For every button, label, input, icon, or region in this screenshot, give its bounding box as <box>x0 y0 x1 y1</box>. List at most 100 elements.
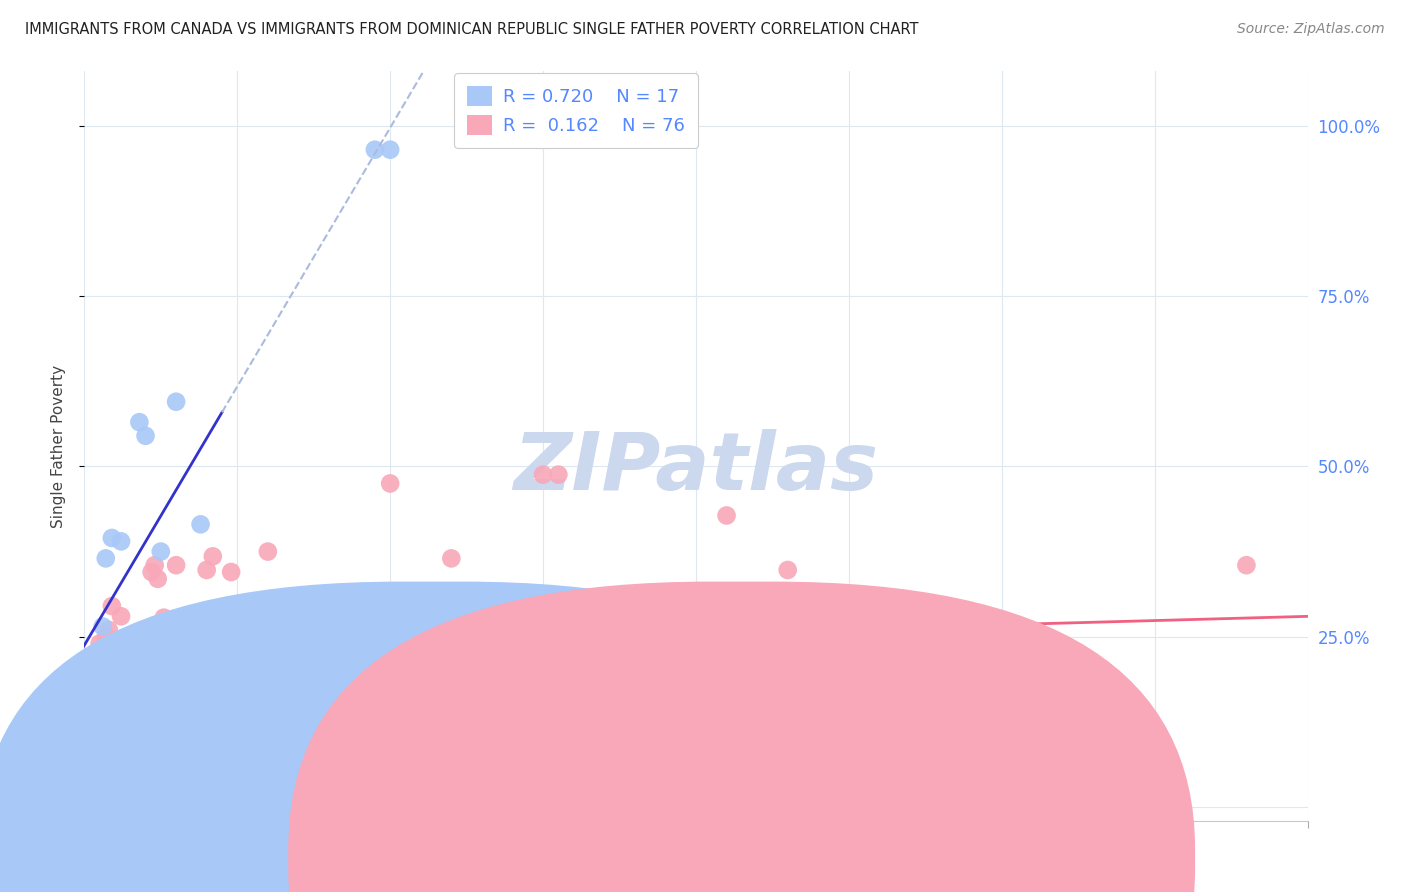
Point <box>242 633 264 648</box>
Point <box>138 654 160 668</box>
Text: 0.0%: 0.0% <box>84 874 127 892</box>
Point <box>1083 720 1105 734</box>
Point <box>135 699 157 714</box>
Point <box>685 654 707 668</box>
Point <box>153 610 176 624</box>
Point <box>219 565 242 579</box>
Point <box>440 551 463 566</box>
Point <box>143 558 166 573</box>
Text: ZIPatlas: ZIPatlas <box>513 429 879 508</box>
Point <box>128 677 150 691</box>
Point <box>380 143 402 157</box>
Point <box>226 706 249 720</box>
Point <box>257 544 280 558</box>
Point <box>110 609 132 624</box>
Point <box>120 681 142 695</box>
Point <box>165 394 187 409</box>
Point <box>107 694 129 708</box>
Point <box>149 619 172 633</box>
Point <box>110 534 132 549</box>
Point <box>89 667 111 681</box>
Point <box>122 691 145 706</box>
Point <box>929 747 952 761</box>
Point <box>135 429 157 443</box>
Point <box>172 688 194 702</box>
Point <box>716 508 738 523</box>
Text: IMMIGRANTS FROM CANADA VS IMMIGRANTS FROM DOMINICAN REPUBLIC SINGLE FATHER POVER: IMMIGRANTS FROM CANADA VS IMMIGRANTS FRO… <box>25 22 918 37</box>
Point <box>190 619 212 633</box>
Point <box>898 747 921 761</box>
Point <box>156 699 179 714</box>
Point <box>180 720 202 734</box>
Point <box>94 551 117 566</box>
Point <box>190 517 212 532</box>
Point <box>165 558 187 573</box>
Point <box>364 143 387 157</box>
Point <box>97 657 120 671</box>
Point <box>128 415 150 429</box>
Point <box>91 671 114 685</box>
Point <box>131 667 153 681</box>
Point <box>146 572 169 586</box>
Point <box>94 630 117 644</box>
Point <box>112 654 135 668</box>
Point <box>94 647 117 661</box>
Point <box>89 677 111 691</box>
Point <box>83 664 105 678</box>
Point <box>104 650 127 665</box>
Point <box>502 651 524 665</box>
Point <box>195 563 218 577</box>
Text: Immigrants from Canada: Immigrants from Canada <box>425 851 616 865</box>
Point <box>471 619 494 633</box>
Point <box>201 549 224 564</box>
Point <box>1236 558 1258 573</box>
Point <box>531 467 554 482</box>
Point <box>165 633 187 648</box>
Point <box>104 636 127 650</box>
Point <box>174 671 197 685</box>
Point <box>122 630 145 644</box>
Point <box>135 671 157 685</box>
Point <box>409 640 432 654</box>
Point <box>97 623 120 637</box>
Point <box>97 657 120 671</box>
Point <box>776 563 799 577</box>
Point <box>180 636 202 650</box>
Point <box>287 633 309 648</box>
Point <box>149 544 172 558</box>
Point <box>141 565 163 579</box>
Point <box>112 664 135 678</box>
Point <box>120 657 142 671</box>
Point <box>380 476 402 491</box>
Point <box>141 677 163 691</box>
Point <box>86 650 108 665</box>
Point <box>112 647 135 661</box>
Point <box>86 654 108 668</box>
Point <box>115 640 138 654</box>
Point <box>101 599 124 613</box>
Y-axis label: Single Father Poverty: Single Father Poverty <box>51 365 66 527</box>
Point <box>94 654 117 668</box>
Point <box>747 692 769 706</box>
Point <box>125 654 148 668</box>
Point <box>104 664 127 678</box>
Point <box>128 647 150 661</box>
Point <box>91 643 114 657</box>
Point <box>110 647 132 661</box>
Point <box>349 667 371 681</box>
Point <box>101 684 124 698</box>
Point <box>89 636 111 650</box>
Legend: R = 0.720    N = 17, R =  0.162    N = 76: R = 0.720 N = 17, R = 0.162 N = 76 <box>454 73 697 148</box>
Point <box>302 767 325 781</box>
Point <box>91 619 114 633</box>
Point <box>107 673 129 688</box>
Text: Immigrants from Dominican Republic: Immigrants from Dominican Republic <box>702 851 986 865</box>
Point <box>115 671 138 685</box>
Point <box>318 654 340 668</box>
Point <box>547 467 569 482</box>
Point <box>159 713 181 727</box>
Point <box>101 531 124 545</box>
Point <box>271 640 294 654</box>
Text: Source: ZipAtlas.com: Source: ZipAtlas.com <box>1237 22 1385 37</box>
Point <box>211 640 233 654</box>
